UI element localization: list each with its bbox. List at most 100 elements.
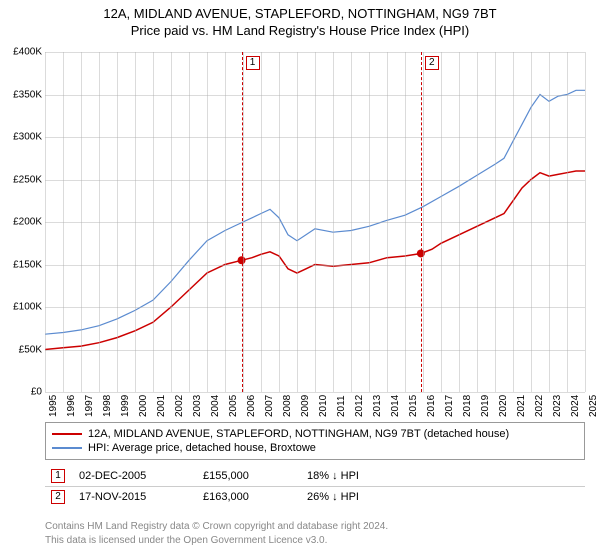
x-tick-label: 2010 bbox=[318, 395, 329, 417]
license-line-2: This data is licensed under the Open Gov… bbox=[45, 534, 585, 548]
x-tick-label: 2004 bbox=[210, 395, 221, 417]
chart-area: £0£50K£100K£150K£200K£250K£300K£350K£400… bbox=[45, 52, 585, 392]
y-tick-label: £350K bbox=[0, 89, 42, 100]
x-tick-label: 2008 bbox=[282, 395, 293, 417]
gridline-v bbox=[369, 52, 370, 392]
legend-row: 12A, MIDLAND AVENUE, STAPLEFORD, NOTTING… bbox=[52, 427, 578, 441]
legend-swatch bbox=[52, 433, 82, 435]
gridline-v bbox=[531, 52, 532, 392]
x-tick-label: 2025 bbox=[588, 395, 599, 417]
gridline-v bbox=[99, 52, 100, 392]
gridline-v bbox=[117, 52, 118, 392]
y-tick-label: £0 bbox=[0, 387, 42, 398]
x-tick-label: 1999 bbox=[120, 395, 131, 417]
chart-title: 12A, MIDLAND AVENUE, STAPLEFORD, NOTTING… bbox=[0, 0, 600, 21]
x-tick-label: 2012 bbox=[354, 395, 365, 417]
license-text: Contains HM Land Registry data © Crown c… bbox=[45, 520, 585, 547]
gridline-v bbox=[495, 52, 496, 392]
gridline-v bbox=[387, 52, 388, 392]
x-tick-label: 2005 bbox=[228, 395, 239, 417]
gridline-v bbox=[45, 52, 46, 392]
x-tick-label: 1996 bbox=[66, 395, 77, 417]
x-tick-label: 2007 bbox=[264, 395, 275, 417]
gridline-v bbox=[261, 52, 262, 392]
gridline-v bbox=[423, 52, 424, 392]
x-tick-label: 2011 bbox=[336, 395, 347, 417]
y-tick-label: £50K bbox=[0, 344, 42, 355]
sale-row-date: 17-NOV-2015 bbox=[79, 491, 189, 503]
x-tick-label: 1995 bbox=[48, 395, 59, 417]
gridline-v bbox=[135, 52, 136, 392]
x-tick-label: 2023 bbox=[552, 395, 563, 417]
plot-area: £0£50K£100K£150K£200K£250K£300K£350K£400… bbox=[45, 52, 585, 392]
y-tick-label: £250K bbox=[0, 174, 42, 185]
sale-row-relation: 26% ↓ HPI bbox=[307, 491, 427, 503]
x-tick-label: 2017 bbox=[444, 395, 455, 417]
sale-marker-line bbox=[242, 52, 243, 392]
y-tick-label: £200K bbox=[0, 217, 42, 228]
sale-marker-line bbox=[421, 52, 422, 392]
x-tick-label: 2006 bbox=[246, 395, 257, 417]
gridline-v bbox=[405, 52, 406, 392]
x-tick-label: 2000 bbox=[138, 395, 149, 417]
gridline-v bbox=[333, 52, 334, 392]
x-tick-label: 2018 bbox=[462, 395, 473, 417]
gridline-v bbox=[279, 52, 280, 392]
gridline-v bbox=[441, 52, 442, 392]
gridline-v bbox=[315, 52, 316, 392]
y-tick-label: £100K bbox=[0, 302, 42, 313]
legend-row: HPI: Average price, detached house, Brox… bbox=[52, 441, 578, 455]
sale-marker-box: 2 bbox=[425, 56, 439, 70]
legend-swatch bbox=[52, 447, 82, 449]
gridline-v bbox=[477, 52, 478, 392]
gridline-v bbox=[585, 52, 586, 392]
sale-row-relation: 18% ↓ HPI bbox=[307, 470, 427, 482]
x-tick-label: 2015 bbox=[408, 395, 419, 417]
x-tick-label: 2002 bbox=[174, 395, 185, 417]
sale-marker-box: 1 bbox=[246, 56, 260, 70]
x-tick-label: 2014 bbox=[390, 395, 401, 417]
gridline-v bbox=[171, 52, 172, 392]
y-tick-label: £150K bbox=[0, 259, 42, 270]
sale-row-date: 02-DEC-2005 bbox=[79, 470, 189, 482]
sale-row-number: 2 bbox=[51, 490, 65, 504]
y-tick-label: £400K bbox=[0, 47, 42, 58]
license-line-1: Contains HM Land Registry data © Crown c… bbox=[45, 520, 585, 534]
legend-label: 12A, MIDLAND AVENUE, STAPLEFORD, NOTTING… bbox=[88, 428, 509, 440]
page: 12A, MIDLAND AVENUE, STAPLEFORD, NOTTING… bbox=[0, 0, 600, 560]
chart-subtitle: Price paid vs. HM Land Registry's House … bbox=[0, 21, 600, 42]
x-tick-label: 2001 bbox=[156, 395, 167, 417]
x-tick-label: 2013 bbox=[372, 395, 383, 417]
sale-row: 2 17-NOV-2015 £163,000 26% ↓ HPI bbox=[45, 487, 585, 507]
x-tick-label: 2020 bbox=[498, 395, 509, 417]
x-tick-label: 2024 bbox=[570, 395, 581, 417]
legend: 12A, MIDLAND AVENUE, STAPLEFORD, NOTTING… bbox=[45, 422, 585, 460]
gridline-v bbox=[153, 52, 154, 392]
gridline-v bbox=[189, 52, 190, 392]
gridline-v bbox=[81, 52, 82, 392]
x-tick-label: 2003 bbox=[192, 395, 203, 417]
legend-label: HPI: Average price, detached house, Brox… bbox=[88, 442, 316, 454]
x-tick-label: 2016 bbox=[426, 395, 437, 417]
gridline-h bbox=[45, 392, 585, 393]
sale-row-price: £163,000 bbox=[203, 491, 293, 503]
gridline-v bbox=[513, 52, 514, 392]
gridline-v bbox=[63, 52, 64, 392]
gridline-v bbox=[225, 52, 226, 392]
x-tick-label: 2021 bbox=[516, 395, 527, 417]
gridline-v bbox=[297, 52, 298, 392]
sale-row: 102-DEC-2005£155,00018% ↓ HPI bbox=[45, 466, 585, 487]
sale-row-price: £155,000 bbox=[203, 470, 293, 482]
y-tick-label: £300K bbox=[0, 132, 42, 143]
sales-table: 102-DEC-2005£155,00018% ↓ HPI217-NOV-201… bbox=[45, 466, 585, 507]
x-tick-label: 1997 bbox=[84, 395, 95, 417]
gridline-v bbox=[567, 52, 568, 392]
x-tick-label: 1998 bbox=[102, 395, 113, 417]
x-tick-label: 2019 bbox=[480, 395, 491, 417]
x-tick-label: 2009 bbox=[300, 395, 311, 417]
x-tick-label: 2022 bbox=[534, 395, 545, 417]
gridline-v bbox=[459, 52, 460, 392]
gridline-v bbox=[351, 52, 352, 392]
gridline-v bbox=[243, 52, 244, 392]
gridline-v bbox=[207, 52, 208, 392]
